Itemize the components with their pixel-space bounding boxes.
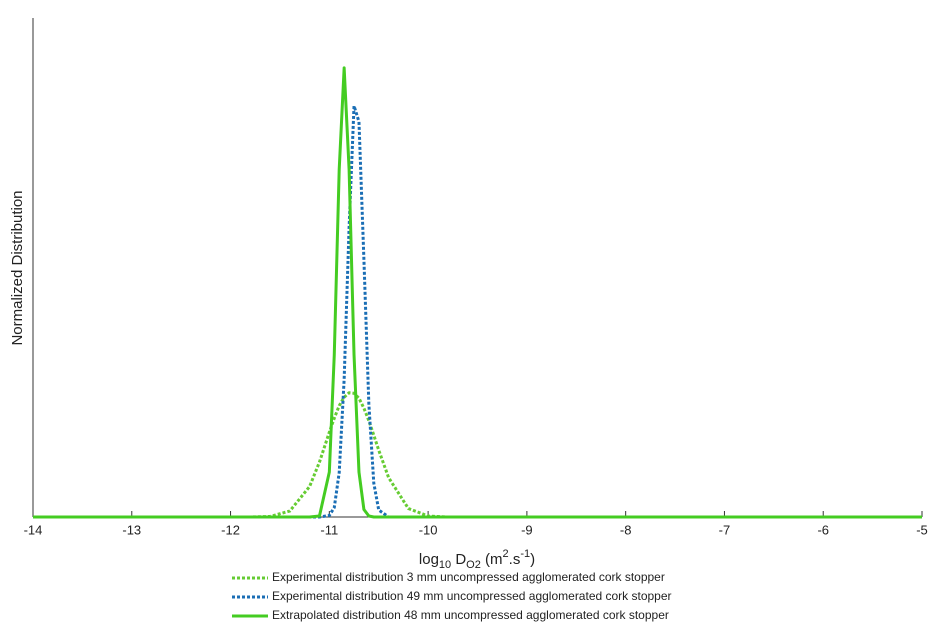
- x-tick-label: -6: [817, 522, 829, 537]
- y-axis-label: Normalized Distribution: [9, 190, 26, 345]
- x-tick-label: -14: [24, 522, 43, 537]
- x-label-part: log: [419, 551, 439, 568]
- x-tick-label: -5: [916, 522, 928, 537]
- x-label-part: .s: [509, 551, 521, 568]
- x-tick-label: -11: [320, 522, 338, 537]
- series-line: [33, 391, 922, 519]
- x-label-sup: -1: [520, 548, 530, 560]
- x-tick-label: -13: [122, 522, 141, 537]
- x-label-part: D: [451, 551, 466, 568]
- series-line: [33, 66, 922, 519]
- x-axis-label: log10 DO2 (m2.s-1): [419, 548, 535, 571]
- x-label-sub: O2: [466, 559, 481, 571]
- x-tick-label: -10: [419, 522, 438, 537]
- legend-label: Experimental distribution 3 mm uncompres…: [272, 570, 665, 584]
- x-tick-label: -9: [521, 522, 533, 537]
- legend-label: Experimental distribution 49 mm uncompre…: [272, 589, 672, 603]
- legend-label: Extrapolated distribution 48 mm uncompre…: [272, 608, 669, 622]
- x-tick-label: -8: [620, 522, 632, 537]
- x-tick-label: -7: [719, 522, 731, 537]
- x-label-part: ): [530, 551, 535, 568]
- series-line: [33, 104, 922, 519]
- x-label-sup: 2: [503, 548, 509, 560]
- x-tick-label: -12: [221, 522, 240, 537]
- x-label-part: (m: [481, 551, 503, 568]
- x-label-sub: 10: [439, 559, 451, 571]
